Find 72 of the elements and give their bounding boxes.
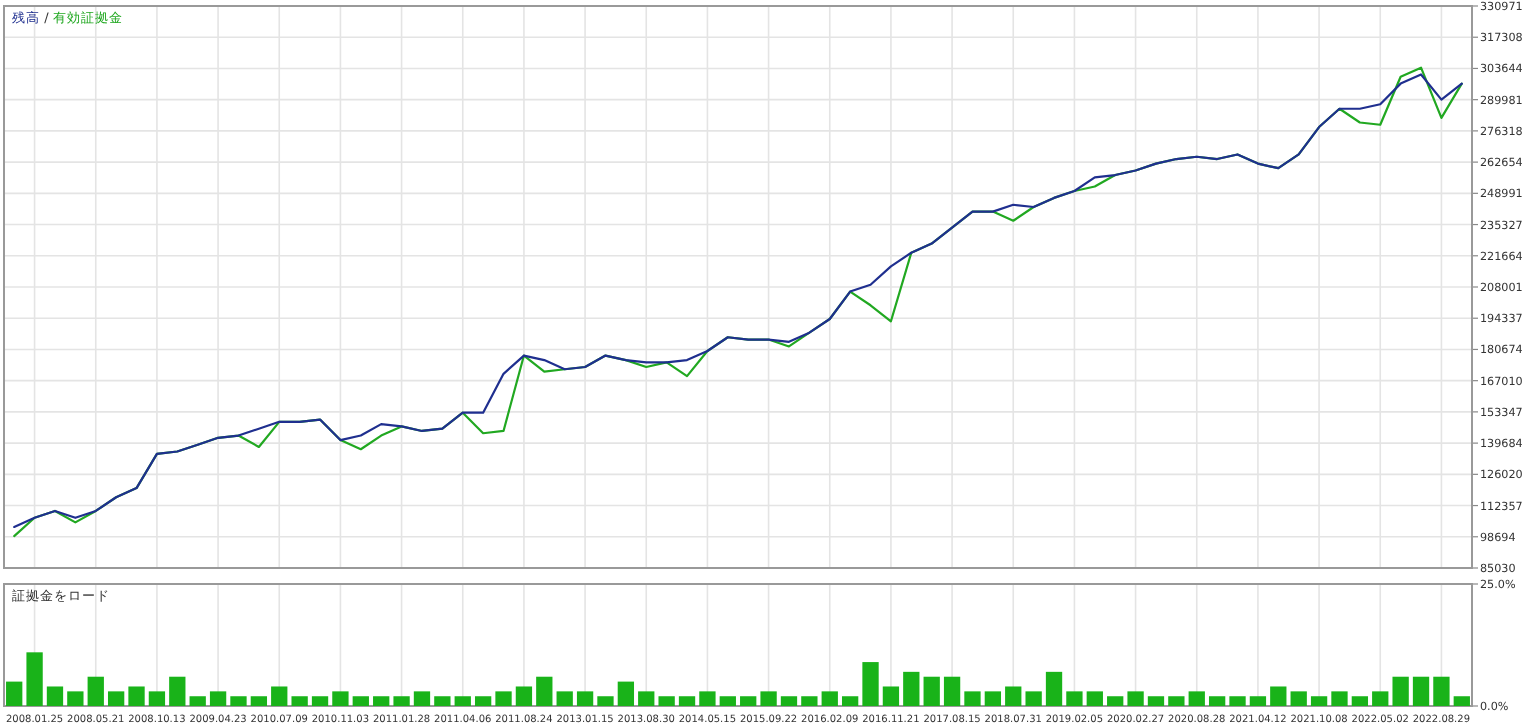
bar bbox=[1229, 696, 1246, 706]
bar bbox=[638, 691, 655, 706]
bar bbox=[841, 696, 859, 706]
bar bbox=[699, 691, 716, 706]
bar bbox=[46, 686, 64, 706]
bar bbox=[169, 676, 186, 706]
bar bbox=[413, 691, 431, 706]
bar bbox=[862, 662, 879, 706]
bar bbox=[1433, 676, 1450, 706]
bar bbox=[434, 696, 451, 706]
bar bbox=[658, 696, 675, 706]
bar bbox=[1290, 691, 1307, 706]
bar bbox=[1392, 676, 1409, 706]
bar bbox=[209, 691, 227, 706]
bar bbox=[230, 696, 247, 706]
bar bbox=[1208, 696, 1226, 706]
bar bbox=[597, 696, 614, 706]
bar bbox=[291, 696, 308, 706]
bar bbox=[515, 686, 533, 706]
bar bbox=[1310, 696, 1328, 706]
bar bbox=[1168, 696, 1185, 706]
bar bbox=[1025, 691, 1042, 706]
bar bbox=[556, 691, 573, 706]
bar bbox=[882, 686, 900, 706]
bar bbox=[1107, 696, 1124, 706]
bar bbox=[495, 691, 512, 706]
bar bbox=[801, 696, 818, 706]
bar bbox=[332, 691, 349, 706]
bar bbox=[271, 686, 288, 706]
bar bbox=[87, 676, 104, 706]
bar bbox=[6, 681, 23, 706]
bar bbox=[393, 696, 410, 706]
bar bbox=[1412, 676, 1430, 706]
bar bbox=[617, 681, 635, 706]
bar bbox=[311, 696, 329, 706]
bar bbox=[984, 691, 1002, 706]
bar bbox=[26, 652, 43, 706]
bar bbox=[1351, 696, 1369, 706]
bar bbox=[189, 696, 206, 706]
bar bbox=[148, 691, 166, 706]
bar bbox=[474, 696, 492, 706]
bar bbox=[1372, 691, 1389, 706]
bar bbox=[67, 691, 84, 706]
bar bbox=[740, 696, 757, 706]
bar bbox=[1270, 686, 1287, 706]
bar bbox=[1331, 691, 1348, 706]
bar bbox=[1249, 696, 1267, 706]
bar bbox=[678, 696, 696, 706]
bar bbox=[454, 696, 471, 706]
bar bbox=[903, 671, 920, 706]
bar bbox=[923, 676, 940, 706]
bar bbox=[1045, 671, 1063, 706]
bar bbox=[1086, 691, 1103, 706]
bar bbox=[576, 691, 594, 706]
bar bbox=[1066, 691, 1083, 706]
bar bbox=[1147, 696, 1165, 706]
bar bbox=[352, 696, 369, 706]
bar bbox=[128, 686, 145, 706]
bar bbox=[1005, 686, 1022, 706]
bar bbox=[821, 691, 838, 706]
bar bbox=[536, 676, 553, 706]
bar bbox=[780, 696, 798, 706]
bar bbox=[964, 691, 981, 706]
bar bbox=[373, 696, 390, 706]
bar bbox=[1127, 691, 1144, 706]
bar bbox=[250, 696, 268, 706]
bar bbox=[1188, 691, 1205, 706]
bar bbox=[107, 691, 125, 706]
bar bbox=[719, 696, 736, 706]
bar bbox=[760, 691, 777, 706]
bar bbox=[943, 676, 961, 706]
bar bbox=[1453, 696, 1470, 706]
